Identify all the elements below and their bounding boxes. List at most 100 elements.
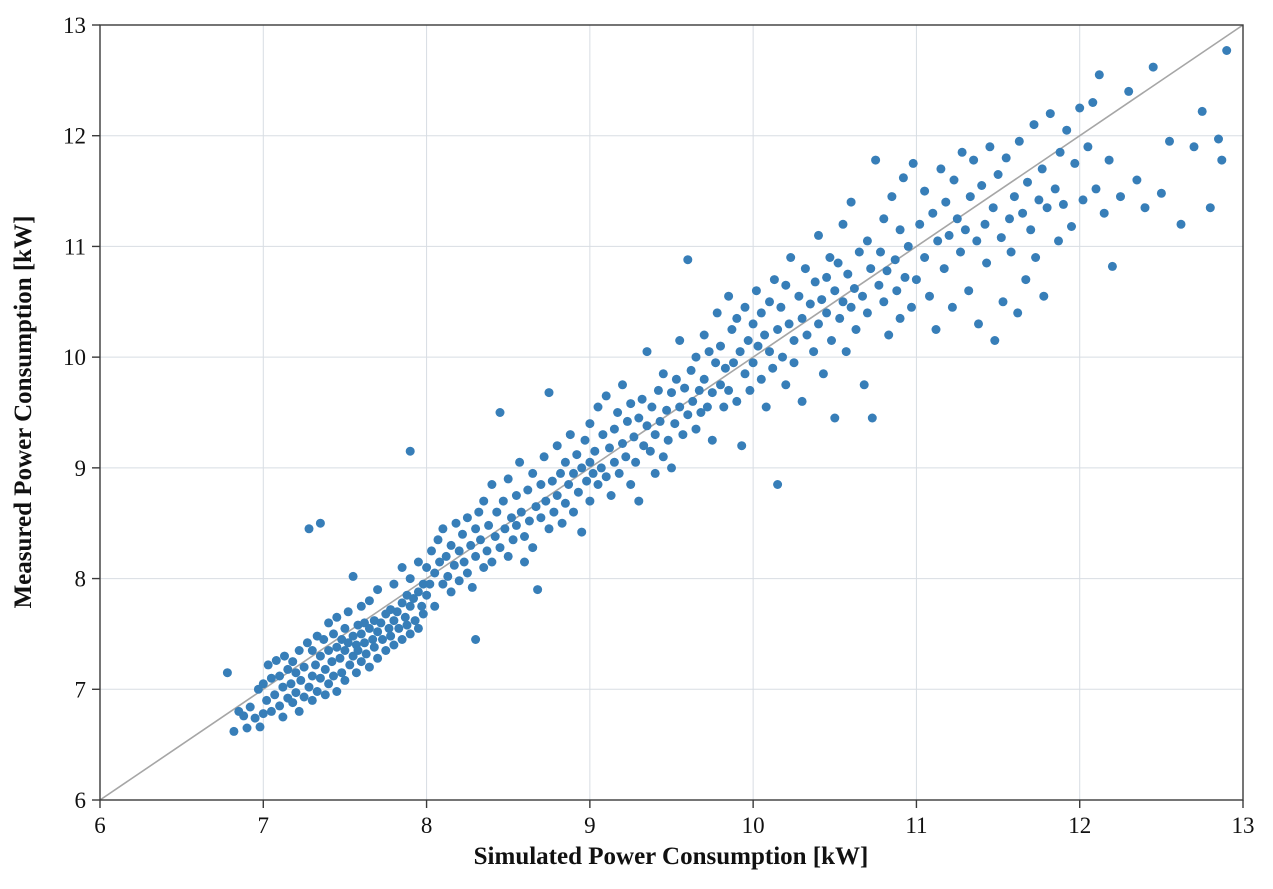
- data-point: [1014, 136, 1024, 146]
- data-points: [222, 46, 1232, 736]
- data-point: [915, 219, 925, 229]
- data-point: [588, 468, 598, 478]
- data-point: [495, 543, 505, 553]
- x-tick-label: 6: [94, 813, 106, 838]
- data-point: [740, 369, 750, 379]
- data-point: [867, 413, 877, 423]
- data-point: [373, 627, 383, 637]
- data-point: [745, 385, 755, 395]
- data-point: [242, 723, 252, 733]
- data-point: [262, 695, 272, 705]
- data-point: [688, 396, 698, 406]
- data-point: [876, 247, 885, 257]
- data-point: [327, 657, 337, 667]
- data-point: [454, 576, 464, 586]
- data-point: [405, 601, 415, 611]
- data-point: [593, 402, 603, 412]
- data-point: [324, 618, 334, 628]
- data-point: [1091, 184, 1101, 194]
- data-point: [809, 347, 819, 357]
- data-point: [882, 266, 892, 276]
- data-point: [572, 450, 582, 460]
- data-point: [332, 687, 342, 696]
- data-point: [622, 416, 632, 426]
- data-point: [609, 457, 619, 467]
- data-point: [626, 399, 636, 409]
- data-point: [810, 277, 820, 287]
- data-point: [822, 272, 832, 282]
- data-point: [378, 635, 387, 644]
- data-point: [397, 598, 407, 608]
- data-point: [1214, 134, 1223, 144]
- data-point: [1205, 203, 1215, 213]
- data-point: [405, 446, 415, 456]
- data-point: [516, 507, 526, 517]
- data-point: [528, 468, 538, 478]
- data-point: [590, 446, 600, 456]
- data-point: [511, 491, 521, 500]
- data-point: [585, 457, 595, 467]
- data-point: [487, 480, 497, 489]
- data-point: [1026, 225, 1036, 235]
- data-point: [626, 480, 636, 489]
- data-point: [397, 635, 407, 644]
- data-point: [312, 687, 322, 696]
- plot-border: [99, 24, 1244, 801]
- data-point: [430, 601, 440, 611]
- data-point: [364, 662, 374, 672]
- tick-marks: [92, 24, 1244, 808]
- data-point: [311, 660, 320, 670]
- data-point: [748, 358, 758, 368]
- data-point: [596, 463, 606, 473]
- data-point: [1075, 103, 1085, 113]
- data-point: [503, 474, 513, 484]
- data-point: [965, 192, 975, 202]
- data-point: [890, 255, 900, 265]
- data-point: [520, 532, 529, 541]
- data-point: [294, 646, 304, 655]
- data-point: [389, 579, 399, 589]
- data-point: [830, 413, 840, 423]
- x-axis-label: Simulated Power Consumption [kW]: [474, 843, 869, 870]
- data-point: [760, 330, 770, 340]
- y-tick-label: 7: [75, 677, 87, 702]
- data-point: [658, 369, 668, 379]
- data-point: [564, 480, 574, 489]
- data-point: [598, 430, 608, 440]
- data-point: [280, 651, 289, 661]
- data-point: [413, 557, 423, 567]
- data-point: [947, 302, 957, 312]
- data-point: [438, 524, 448, 534]
- data-point: [642, 421, 652, 431]
- data-point: [618, 380, 627, 390]
- data-point: [743, 336, 753, 345]
- data-point: [639, 441, 649, 451]
- data-point: [508, 535, 518, 545]
- data-point: [449, 560, 459, 570]
- data-point: [585, 496, 595, 506]
- data-point: [541, 496, 551, 506]
- data-point: [1005, 214, 1014, 224]
- data-point: [972, 236, 982, 246]
- y-tick-label: 12: [63, 124, 86, 149]
- data-point: [858, 291, 867, 301]
- x-tick-label: 7: [258, 813, 270, 838]
- y-tick-label: 9: [75, 456, 87, 481]
- data-point: [996, 233, 1006, 243]
- data-point: [343, 607, 353, 617]
- data-point: [324, 646, 334, 655]
- data-point: [476, 535, 485, 545]
- data-point: [528, 543, 538, 553]
- data-point: [557, 518, 567, 528]
- data-point: [1116, 192, 1125, 202]
- x-tick-label: 9: [584, 813, 596, 838]
- data-point: [1013, 308, 1023, 318]
- data-point: [716, 341, 725, 351]
- data-point: [356, 629, 366, 639]
- data-point: [304, 682, 314, 692]
- data-point: [438, 579, 448, 589]
- data-point: [386, 631, 396, 641]
- data-point: [683, 410, 693, 420]
- y-tick-label: 11: [64, 234, 86, 259]
